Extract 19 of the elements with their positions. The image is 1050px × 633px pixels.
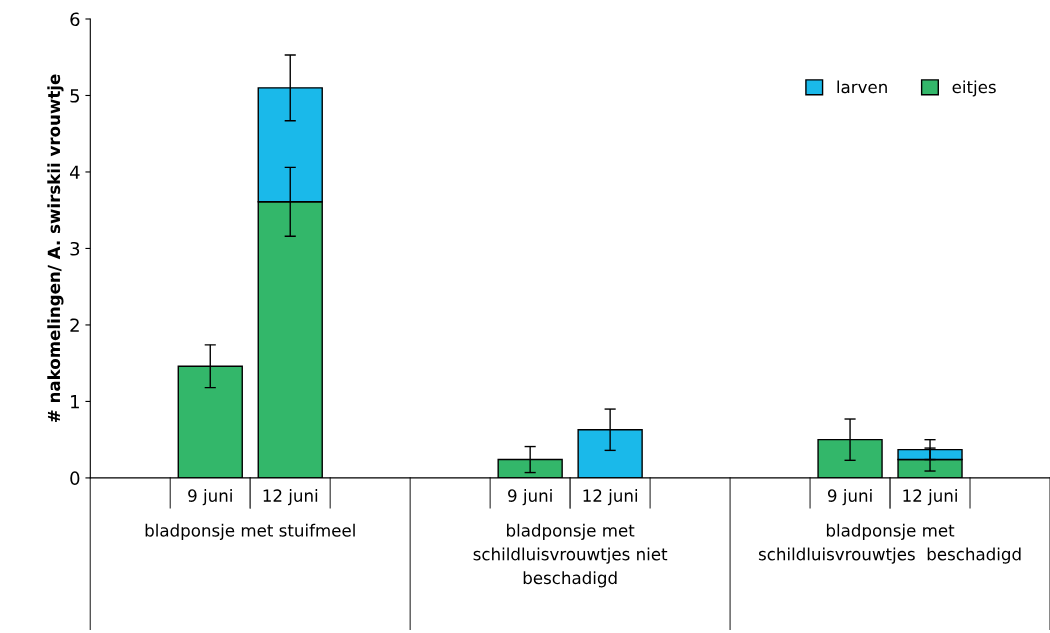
text: bladponsje met schildluisvrouwtjes niet beschadigd (473, 523, 668, 588)
legend-label: larven (837, 80, 887, 94)
y-tick-label: 3 (70, 241, 80, 256)
x-tick-label: 9 juni (508, 489, 552, 506)
text: bladponsje met stuifmeel (145, 523, 355, 540)
legend-label: eitjes (952, 80, 996, 97)
y-tick-label: 4 (69, 165, 80, 179)
x-tick-label: 12 juni (263, 489, 318, 506)
x-tick-label: 9 juni (827, 489, 872, 506)
y-tick-label: 1 (71, 395, 79, 409)
y-tick-label: 0 (70, 471, 80, 486)
x-tick-label: 9 juni (188, 489, 232, 506)
text: bladponsje met schildluisvrouwtjes beschadigd (758, 523, 1021, 564)
x-tick-label: 12 juni (903, 489, 957, 506)
x-tick-label: 12 juni (583, 489, 638, 506)
y-tick-label: 2 (70, 318, 79, 332)
y-tick-label: 5 (70, 89, 79, 103)
y-tick-label: 6 (70, 12, 80, 27)
y-axis-title: # nakomelingen/ A. swirskii vrouwtje (47, 74, 64, 423)
